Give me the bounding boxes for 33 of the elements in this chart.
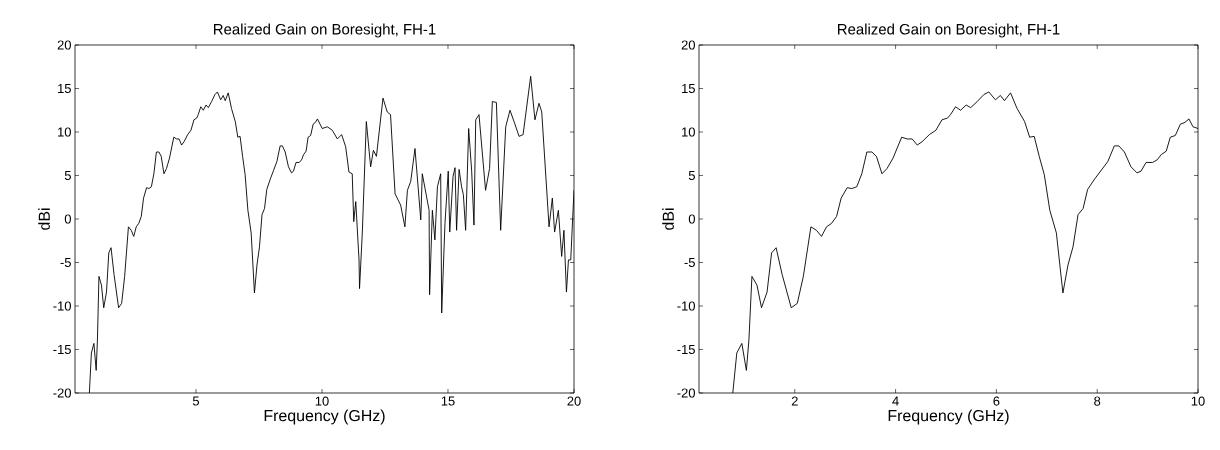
x-tick-label: 6 — [993, 396, 1000, 406]
x-tick-label: 10 — [315, 396, 329, 406]
y-tick-label: 15 — [682, 83, 695, 94]
y-tick-label: 0 — [688, 214, 695, 224]
x-axis-title: Frequency (GHz) — [264, 409, 385, 425]
y-tick-label: 5 — [688, 170, 695, 181]
x-tick-label: 20 — [567, 396, 581, 406]
y-tick-label: -20 — [677, 388, 695, 398]
x-tick-label: 2 — [791, 396, 798, 406]
y-tick-label: -15 — [677, 344, 695, 355]
y-tick-label: -10 — [53, 301, 71, 311]
x-tick-label: 5 — [192, 396, 200, 406]
y-tick-label: -10 — [677, 301, 695, 311]
y-tick-label: -5 — [60, 257, 71, 268]
y-tick-label: 5 — [64, 170, 71, 181]
y-tick-label: -5 — [684, 257, 695, 268]
x-tick-label: 4 — [892, 396, 899, 406]
chart-title: Realized Gain on Boresight, FH-1 — [214, 23, 436, 38]
x-tick-label: 8 — [1094, 396, 1101, 406]
x-tick-label: 10 — [1191, 396, 1205, 406]
y-tick-label: -20 — [53, 388, 71, 398]
y-tick-label: 20 — [57, 40, 71, 50]
y-tick-label: 20 — [681, 40, 695, 50]
y-tick-label: 0 — [64, 214, 71, 224]
x-tick-label: 15 — [441, 396, 455, 406]
x-axis-title: Frequency (GHz) — [888, 409, 1009, 425]
y-axis-title: dBi — [662, 208, 674, 230]
y-axis-title: dBi — [38, 208, 50, 230]
y-tick-label: -15 — [53, 344, 71, 355]
y-tick-label: 10 — [682, 127, 695, 137]
y-tick-label: 15 — [58, 83, 71, 94]
y-tick-label: 10 — [58, 127, 71, 137]
chart-title: Realized Gain on Boresight, FH-1 — [838, 23, 1060, 38]
